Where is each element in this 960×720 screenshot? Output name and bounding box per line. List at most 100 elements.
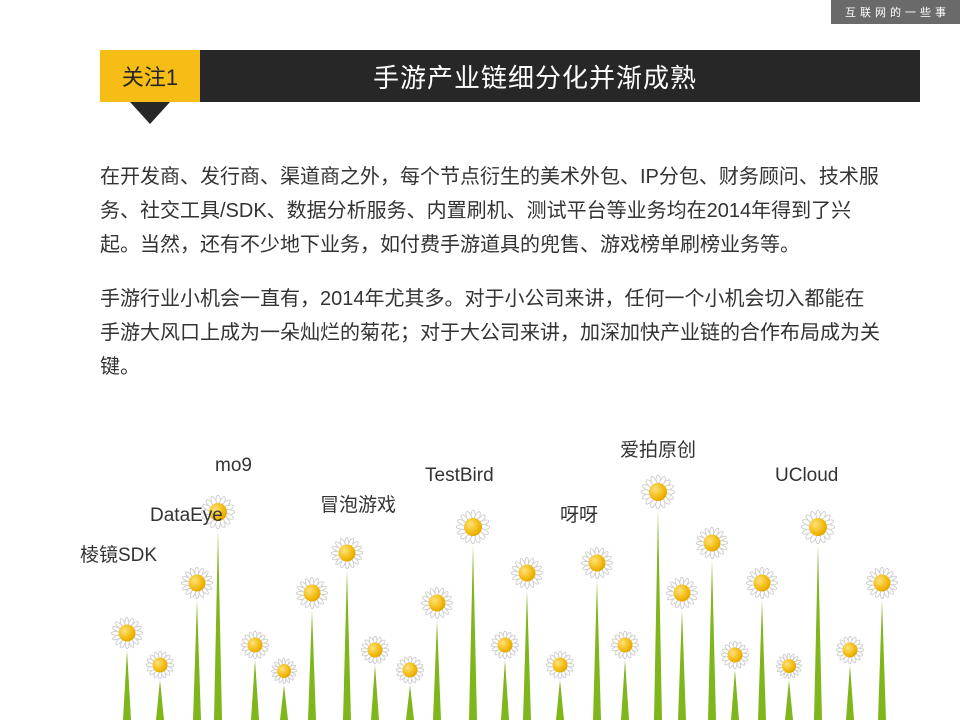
flower-head	[800, 509, 836, 545]
flower	[295, 576, 329, 720]
flower	[545, 650, 575, 720]
flower-stem	[878, 600, 886, 720]
flower-head	[545, 650, 575, 680]
header-bar: 关注1 手游产业链细分化并渐成熟	[100, 50, 920, 102]
flower-head	[745, 566, 779, 600]
flower-center	[368, 643, 383, 658]
flower	[835, 635, 865, 720]
flower	[240, 630, 270, 720]
flower-label: TestBird	[425, 465, 494, 487]
flower-head	[360, 635, 390, 665]
flower-stem	[280, 685, 288, 720]
flower-head	[455, 509, 491, 545]
flower-center	[782, 659, 796, 673]
flower-center	[809, 518, 827, 536]
flower-center	[464, 518, 482, 536]
flower	[610, 630, 640, 720]
flower-center	[153, 658, 168, 673]
watermark: 互联网的一些事	[831, 0, 960, 24]
flower-stem	[708, 560, 716, 720]
flower-stem	[433, 620, 441, 720]
flower	[580, 546, 614, 720]
flower-center	[754, 575, 771, 592]
flower-stem	[814, 545, 822, 720]
flower-label: 冒泡游戏	[320, 490, 396, 517]
flower-head	[665, 576, 699, 610]
flower-stem	[156, 680, 164, 720]
flower	[330, 536, 364, 720]
page-title: 手游产业链细分化并渐成熟	[100, 58, 920, 95]
flower-center	[589, 555, 606, 572]
flower-center	[728, 648, 743, 663]
flower-head	[145, 650, 175, 680]
body-text: 在开发商、发行商、渠道商之外，每个节点衍生的美术外包、IP分包、财务顾问、技术服…	[100, 160, 880, 404]
tab-arrow-icon	[130, 102, 170, 124]
flower-center	[304, 585, 321, 602]
flower-head	[270, 657, 298, 685]
flower-label: mo9	[215, 455, 252, 477]
flower	[865, 566, 899, 720]
flower-center	[248, 638, 263, 653]
flower	[665, 576, 699, 720]
flower-stem	[758, 600, 766, 720]
flower-stem	[523, 590, 531, 720]
flower-stem	[469, 545, 477, 720]
flower-head	[695, 526, 729, 560]
flower-label: 呀呀	[560, 500, 598, 527]
flower-stem	[621, 660, 629, 720]
flower	[800, 509, 836, 720]
flower-center	[704, 535, 721, 552]
flower-center	[674, 585, 691, 602]
flower-head	[330, 536, 364, 570]
flower-stem	[371, 665, 379, 720]
flower-head	[835, 635, 865, 665]
flower-stem	[731, 670, 739, 720]
flower-head	[865, 566, 899, 600]
flower	[420, 586, 454, 720]
flower-stem	[846, 665, 854, 720]
flower-head	[610, 630, 640, 660]
flower-stem	[343, 570, 351, 720]
flower	[455, 509, 491, 720]
flower-garden: 棱镜SDKDataEyemo9冒泡游戏TestBird呀呀爱拍原创UCloud	[0, 450, 960, 720]
flower-head	[110, 616, 144, 650]
flower-label: 棱镜SDK	[80, 540, 157, 567]
flower-head	[510, 556, 544, 590]
flower	[145, 650, 175, 720]
flower-stem	[251, 660, 259, 720]
flower-stem	[654, 510, 662, 720]
flower-stem	[501, 660, 509, 720]
flower	[270, 657, 298, 720]
flower-center	[553, 658, 568, 673]
flower-head	[420, 586, 454, 620]
flower-stem	[406, 685, 414, 720]
flower-center	[649, 483, 667, 501]
flower-stem	[214, 530, 222, 720]
flower-label: UCloud	[775, 465, 838, 487]
flower	[510, 556, 544, 720]
paragraph-1: 在开发商、发行商、渠道商之外，每个节点衍生的美术外包、IP分包、财务顾问、技术服…	[100, 160, 880, 262]
flower	[110, 616, 144, 720]
flower-center	[429, 595, 446, 612]
flower-center	[119, 625, 136, 642]
flower-head	[640, 474, 676, 510]
flower-stem	[785, 680, 793, 720]
flower-stem	[678, 610, 686, 720]
flower	[775, 652, 803, 720]
flower	[745, 566, 779, 720]
focus-tab: 关注1	[100, 50, 200, 102]
flower-stem	[123, 650, 131, 720]
flower-stem	[308, 610, 316, 720]
flower-head	[295, 576, 329, 610]
flower-center	[277, 664, 291, 678]
flower-center	[874, 575, 891, 592]
flower-head	[240, 630, 270, 660]
flower-center	[339, 545, 356, 562]
flower-label: DataEye	[150, 505, 223, 527]
paragraph-2: 手游行业小机会一直有，2014年尤其多。对于小公司来讲，任何一个小机会切入都能在…	[100, 282, 880, 384]
flower-center	[618, 638, 633, 653]
flower	[360, 635, 390, 720]
flower-center	[843, 643, 858, 658]
flower-head	[775, 652, 803, 680]
flower-head	[580, 546, 614, 580]
